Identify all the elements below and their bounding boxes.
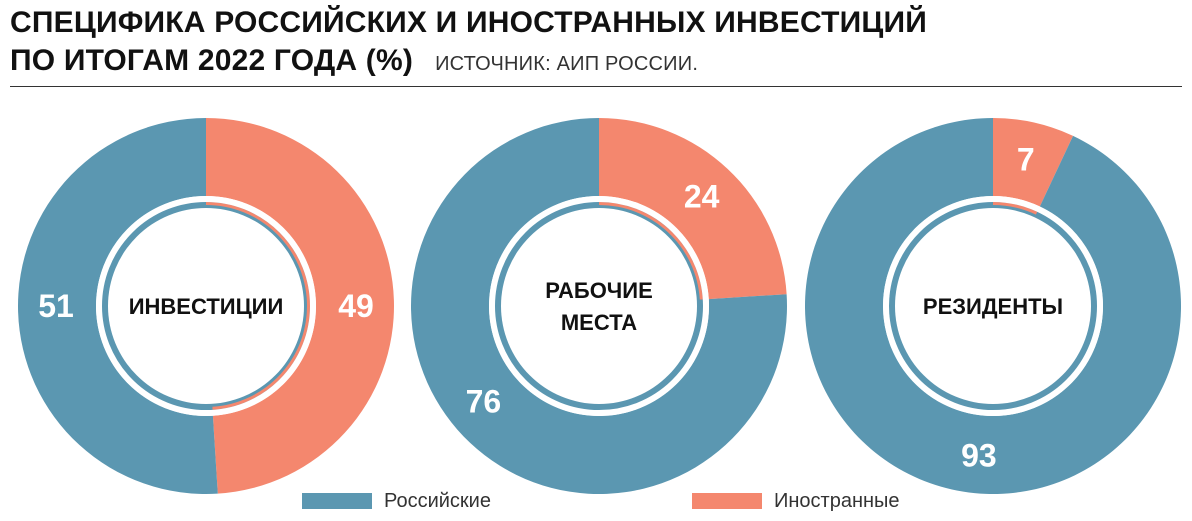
donut-1-gap <box>489 196 709 416</box>
legend-item-foreign: Иностранные <box>692 488 900 514</box>
donut-2-center-label: РЕЗИДЕНТЫ <box>923 294 1063 319</box>
donut-0-value-foreign: 49 <box>338 288 374 324</box>
donut-1-center-label: МЕСТА <box>561 310 637 335</box>
donut-0-hole <box>108 208 304 404</box>
donut-0-slice-russian <box>17 118 218 495</box>
chart-title-line-1: СПЕЦИФИКА РОССИЙСКИХ И ИНОСТРАННЫХ ИНВЕС… <box>10 6 928 39</box>
donut-2-hole <box>895 208 1091 404</box>
donut-2-slice-foreign <box>993 118 1074 207</box>
legend-label-foreign: Иностранные <box>774 489 900 512</box>
donut-2-slice-russian <box>805 118 1181 495</box>
legend-item-russian: Российские <box>302 488 491 514</box>
donut-0-gap <box>96 196 316 416</box>
title-divider <box>10 86 1182 87</box>
donut-1-value-russian: 76 <box>466 384 502 420</box>
donut-0-slice-foreign <box>206 118 394 494</box>
donut-2-value-russian: 93 <box>961 437 997 473</box>
legend-swatch-foreign <box>692 493 762 509</box>
chart-title-line-2: ПО ИТОГАМ 2022 ГОДА (%) ИСТОЧНИК: АИП РОС… <box>10 44 698 81</box>
donut-0-center-label: ИНВЕСТИЦИИ <box>129 294 284 319</box>
donut-0-value-russian: 51 <box>38 288 74 324</box>
donut-1-slice-foreign <box>599 118 787 300</box>
donut-1-value-foreign: 24 <box>684 179 720 215</box>
donut-1-hole <box>501 208 697 404</box>
legend-swatch-russian <box>302 493 372 509</box>
donut-2-value-foreign: 7 <box>1017 142 1035 178</box>
source-note: ИСТОЧНИК: АИП РОССИИ. <box>435 53 699 75</box>
donut-1-slice-russian <box>411 118 787 494</box>
donut-2-gap <box>883 196 1103 416</box>
legend-label-russian: Российские <box>384 489 491 512</box>
chart-title-year: ПО ИТОГАМ 2022 ГОДА (%) <box>10 44 414 77</box>
donut-2-band-foreign <box>993 202 1038 215</box>
donut-1-center-label: РАБОЧИЕ <box>545 278 653 303</box>
